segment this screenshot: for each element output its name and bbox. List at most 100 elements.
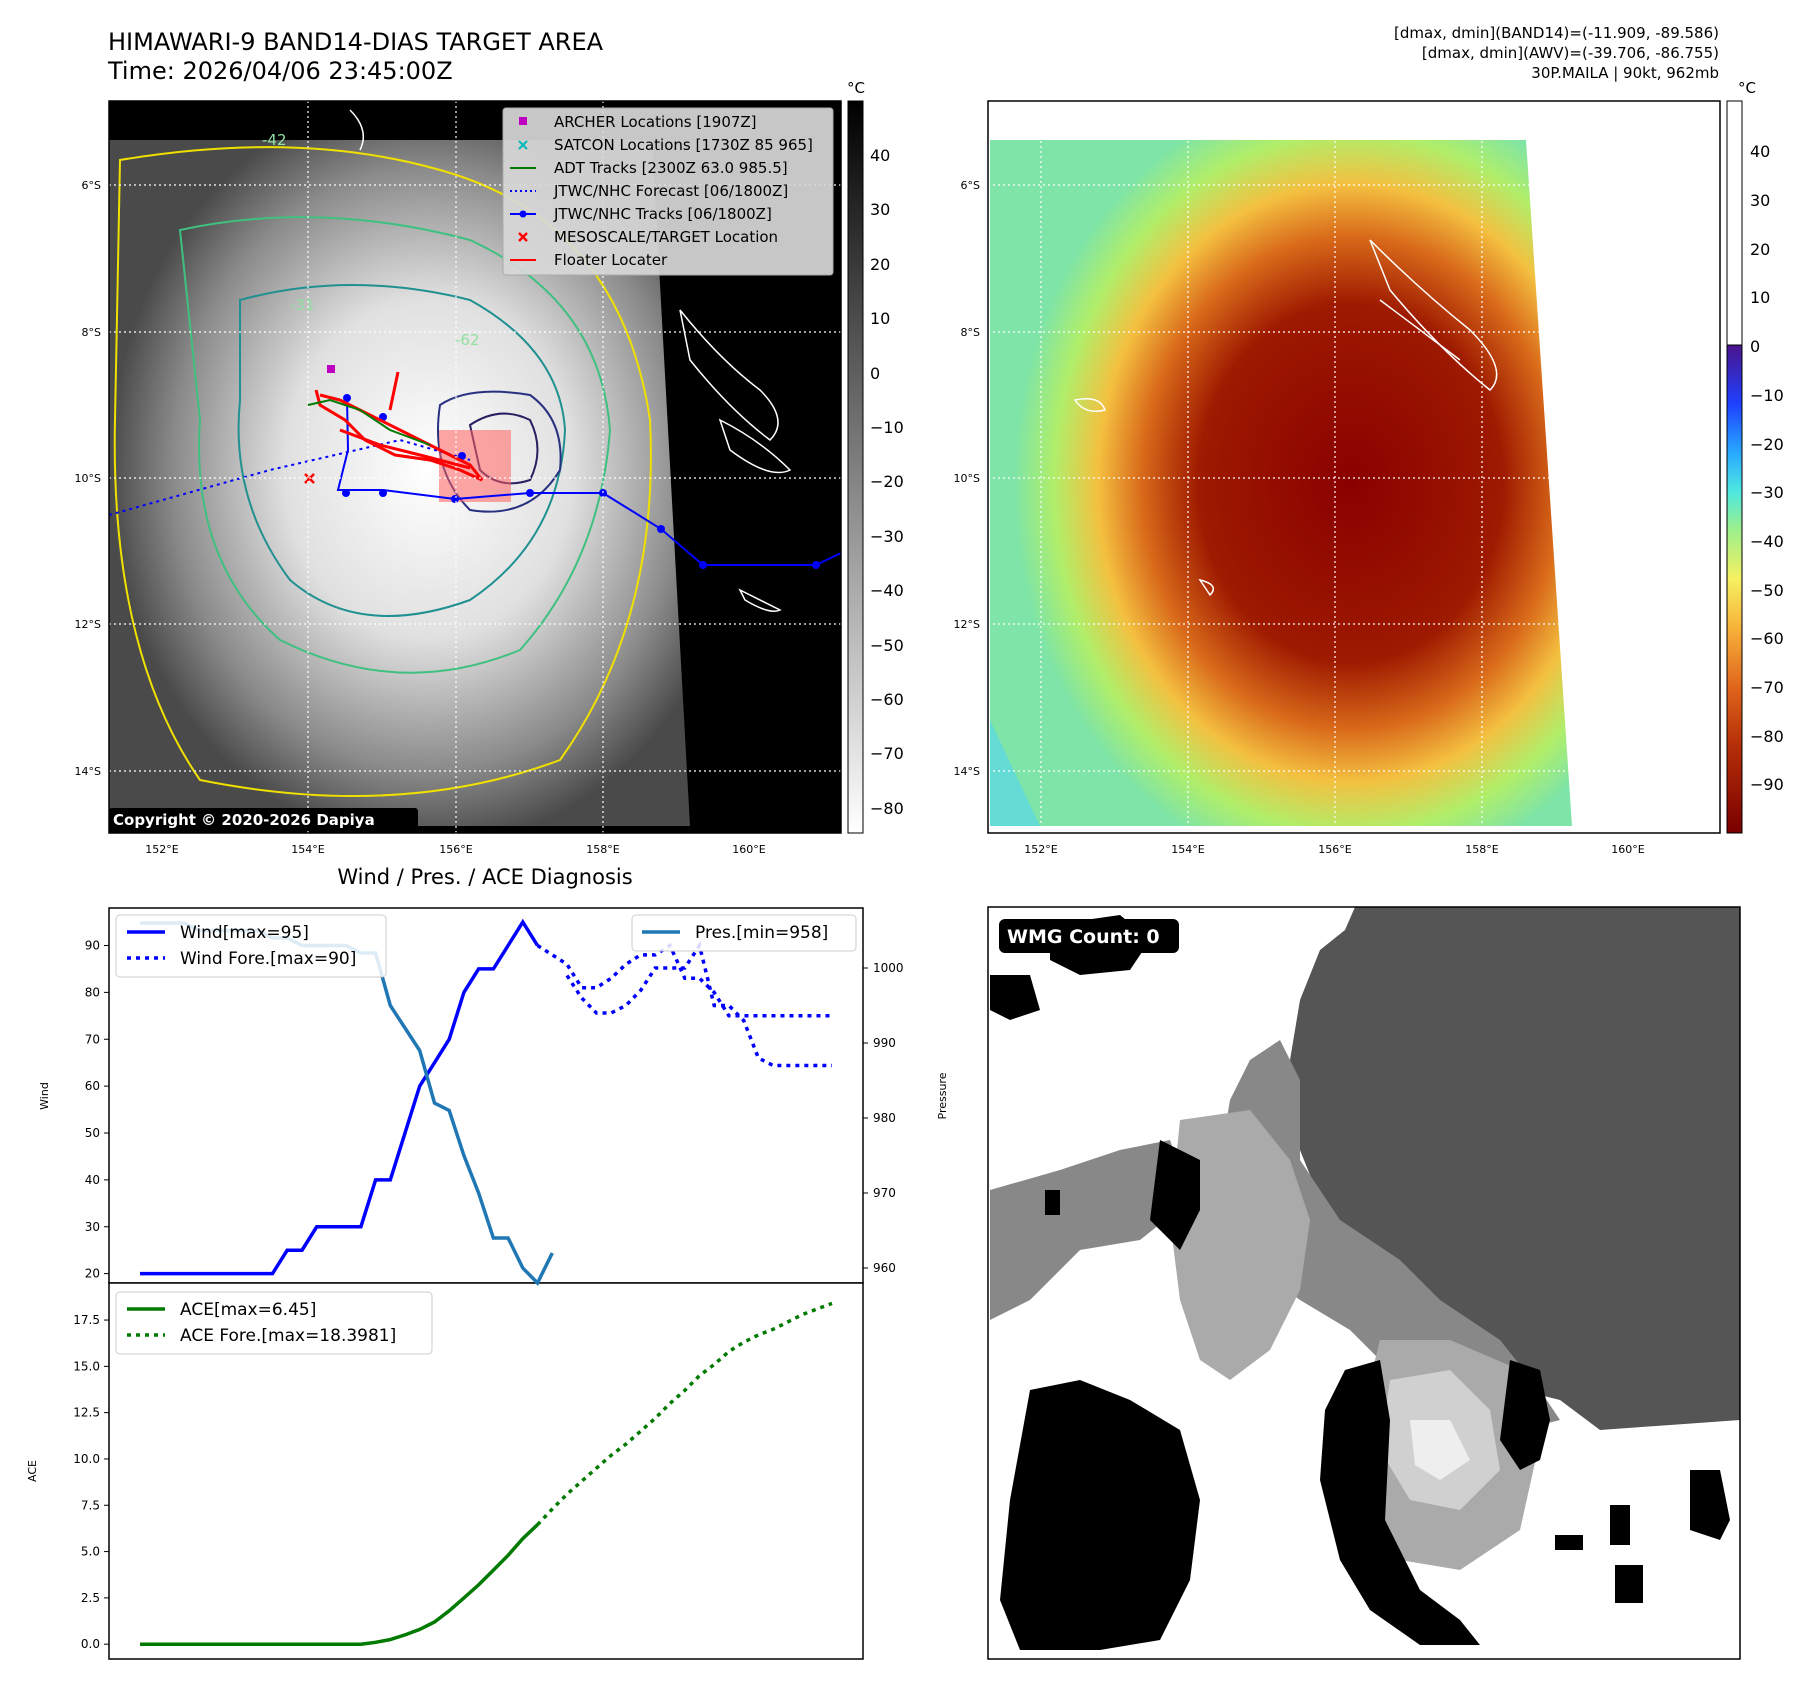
- legend-mesoscale: MESOSCALE/TARGET Location: [554, 228, 778, 246]
- x-marker-icon: [518, 140, 528, 150]
- tick-label: 15.0: [73, 1359, 100, 1373]
- colorbar-tick: 30: [1750, 191, 1770, 210]
- lat-label: 12°S: [954, 618, 980, 631]
- colorbar-tick: −80: [870, 799, 904, 818]
- colorbar-tick: 40: [1750, 142, 1770, 161]
- legend-adt: ADT Tracks [2300Z 63.0 985.5]: [554, 159, 788, 177]
- series-line-wind-max: [140, 918, 539, 1276]
- colorbar-tick: 20: [1750, 240, 1770, 259]
- svg-text:-62: -62: [455, 331, 480, 349]
- colorbar-tick: −50: [1750, 581, 1784, 600]
- colorbar-tick: 0: [1750, 337, 1760, 356]
- lat-label: 14°S: [75, 765, 101, 778]
- pressure-legend: Pres.[min=958]: [631, 914, 857, 952]
- colorbar-tick: −60: [870, 690, 904, 709]
- legend-floater: Floater Locater: [554, 251, 668, 269]
- lat-label: 14°S: [954, 765, 980, 778]
- colorbar-tick: 30: [870, 200, 890, 219]
- tick-label: 12.5: [73, 1406, 100, 1420]
- ir-map-panel: -42 -31 -62 ARCHER Locations [1907Z] SAT…: [75, 79, 904, 856]
- tick-label: 980: [873, 1111, 896, 1125]
- floater-locater-track: [314, 389, 484, 482]
- colorbar-tick: −30: [870, 527, 904, 546]
- lat-label: 10°S: [954, 472, 980, 485]
- lat-label: 8°S: [82, 326, 101, 339]
- tick-label: 40: [85, 1173, 100, 1187]
- wv-map-panel: 6°S 8°S 10°S 12°S 14°S 152°E 154°E 156°E…: [954, 79, 1784, 856]
- lon-label: 154°E: [1171, 843, 1204, 856]
- svg-text:-42: -42: [262, 131, 287, 149]
- x-marker-icon: [518, 232, 528, 242]
- lat-label: 12°S: [75, 618, 101, 631]
- wmg-raster: [990, 907, 1740, 1650]
- colorbar-tick: −20: [870, 472, 904, 491]
- lon-label: 152°E: [1024, 843, 1057, 856]
- legend-ace: ACE[max=6.45]: [180, 1300, 316, 1320]
- series-line-wind-fore-max: [536, 942, 832, 1018]
- colorbar-tick: 10: [870, 309, 890, 328]
- tick-label: 17.5: [73, 1313, 100, 1327]
- tick-label: 5.0: [81, 1545, 100, 1559]
- colorbar-tick: −80: [1750, 727, 1784, 746]
- colorbar-tick: −10: [1750, 386, 1784, 405]
- legend-archer: ARCHER Locations [1907Z]: [554, 113, 757, 131]
- tick-label: 2.5: [81, 1591, 100, 1605]
- pressure-ylabel: Pressure: [936, 1072, 949, 1119]
- wmg-count-label: WMG Count: 0: [1007, 926, 1160, 948]
- colorbar-tick: 0: [870, 364, 880, 383]
- colorbar-tick: −40: [1750, 532, 1784, 551]
- legend-jtwc-forecast: JTWC/NHC Forecast [06/1800Z]: [553, 182, 788, 200]
- colorbar-tick: −30: [1750, 483, 1784, 502]
- colorbar-tick: −20: [1750, 435, 1784, 454]
- legend-wind-fore: Wind Fore.[max=90]: [180, 949, 356, 969]
- info-band14: [dmax, dmin](BAND14)=(-11.909, -89.586): [1394, 24, 1719, 42]
- lat-label: 6°S: [961, 179, 980, 192]
- tick-label: 70: [85, 1032, 100, 1046]
- lat-label: 6°S: [82, 179, 101, 192]
- tick-label: 30: [85, 1220, 100, 1234]
- legend-jtwc-tracks: JTWC/NHC Tracks [06/1800Z]: [553, 205, 772, 223]
- svg-text:°C: °C: [1738, 79, 1756, 97]
- info-storm: 30P.MAILA | 90kt, 962mb: [1531, 64, 1719, 82]
- colorbar-tick: 20: [870, 255, 890, 274]
- wind-ylabel: Wind: [38, 1082, 51, 1110]
- ir-colorbar: °C 40 30 20 10 0 −10 −20 −30 −40 −50 −60…: [847, 79, 904, 834]
- svg-text:-31: -31: [290, 296, 315, 314]
- series-line-ace-max: [140, 1523, 539, 1646]
- info-awv: [dmax, dmin](AWV)=(-39.706, -86.755): [1421, 44, 1719, 62]
- colorbar-tick: −60: [1750, 629, 1784, 648]
- lon-label: 160°E: [1611, 843, 1644, 856]
- tick-label: 10.0: [73, 1452, 100, 1466]
- forecast-track: [109, 438, 471, 516]
- legend-ace-fore: ACE Fore.[max=18.3981]: [180, 1326, 396, 1346]
- colorbar-tick: −70: [870, 744, 904, 763]
- legend-pres: Pres.[min=958]: [695, 923, 828, 943]
- map-legend: ARCHER Locations [1907Z] SATCON Location…: [502, 107, 834, 276]
- wind-legend: Wind[max=95] Wind Fore.[max=90]: [115, 914, 387, 978]
- coastlines: [1073, 239, 1498, 597]
- lon-label: 158°E: [1465, 843, 1498, 856]
- lon-label: 158°E: [586, 843, 619, 856]
- diagnosis-panel: Wind / Pres. / ACE Diagnosis 20 30 40 50 60 7…: [26, 865, 949, 1660]
- dot-line-icon: [510, 210, 536, 218]
- tick-label: 960: [873, 1261, 896, 1275]
- colorbar-tick: −40: [870, 581, 904, 600]
- legend-wind: Wind[max=95]: [180, 923, 309, 943]
- temperature-contours: [113, 146, 652, 797]
- tick-label: 80: [85, 985, 100, 999]
- colorbar-tick: −10: [870, 418, 904, 437]
- series-line-ace-fore-max: [536, 1301, 833, 1526]
- tick-label: 20: [85, 1267, 100, 1281]
- wv-imagery: [990, 140, 1572, 826]
- lat-label: 8°S: [961, 326, 980, 339]
- legend-satcon: SATCON Locations [1730Z 85 965]: [554, 136, 813, 154]
- tick-label: 50: [85, 1126, 100, 1140]
- colorbar-tick: −50: [870, 636, 904, 655]
- right-gridlines: [988, 101, 1720, 833]
- figure-title: HIMAWARI-9 BAND14-DIAS TARGET AREA: [108, 28, 604, 56]
- archer-marker: [327, 365, 335, 373]
- lon-label: 160°E: [732, 843, 765, 856]
- wmg-panel: WMG Count: 0: [987, 906, 1741, 1660]
- colorbar-tick: −90: [1750, 775, 1784, 794]
